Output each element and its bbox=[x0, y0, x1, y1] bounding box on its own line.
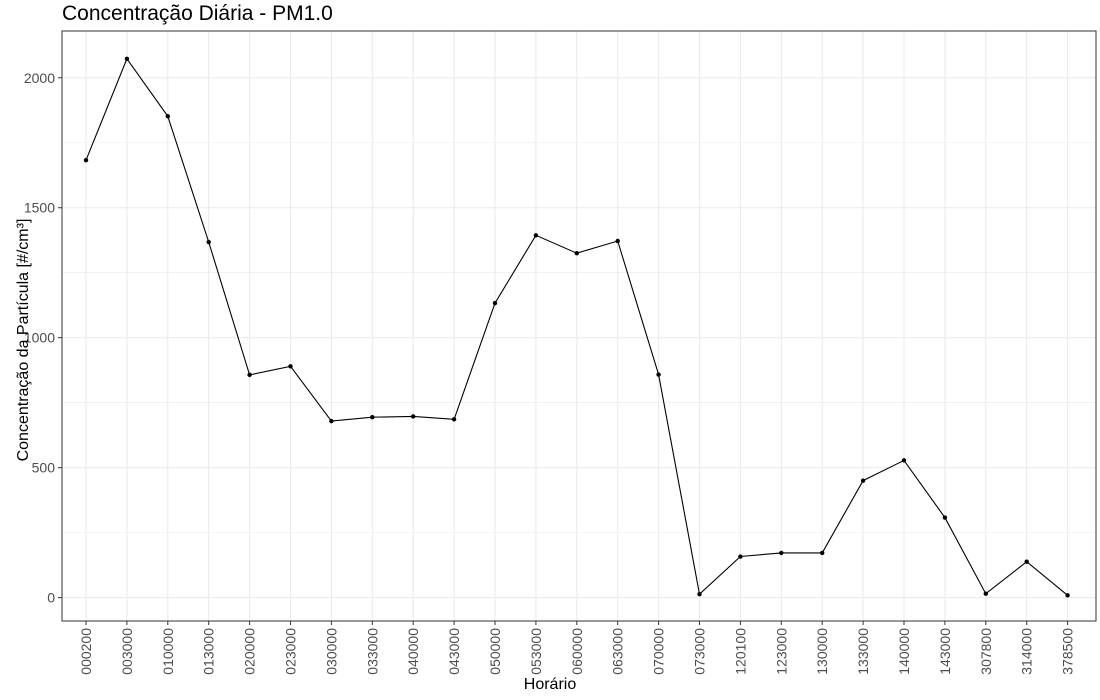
data-point bbox=[697, 592, 702, 597]
x-tick-label: 000200 bbox=[78, 628, 94, 675]
x-tick-label: 123000 bbox=[773, 628, 789, 675]
y-axis-label: Concentração da Partícula [#/cm³] bbox=[15, 218, 32, 462]
x-tick-label: 378500 bbox=[1060, 628, 1076, 675]
y-tick-label: 2000 bbox=[24, 70, 55, 86]
x-tick-label: 120100 bbox=[732, 628, 748, 675]
x-tick-label: 030000 bbox=[323, 628, 339, 675]
x-tick-label: 003000 bbox=[119, 628, 135, 675]
data-point bbox=[329, 418, 334, 424]
data-point bbox=[533, 233, 539, 238]
data-point bbox=[983, 591, 988, 596]
x-tick-label: 133000 bbox=[855, 628, 871, 675]
data-point bbox=[574, 251, 579, 256]
data-point bbox=[165, 114, 170, 119]
x-tick-label: 073000 bbox=[692, 628, 708, 675]
x-tick-label: 314000 bbox=[1019, 628, 1035, 675]
data-point bbox=[288, 364, 293, 369]
data-point bbox=[1065, 593, 1070, 598]
data-point bbox=[451, 417, 457, 422]
data-point bbox=[411, 414, 416, 419]
data-point bbox=[738, 554, 743, 559]
x-tick-label: 053000 bbox=[528, 628, 544, 675]
data-point bbox=[370, 415, 375, 420]
x-tick-label: 063000 bbox=[610, 628, 626, 675]
panel-border bbox=[61, 30, 1097, 622]
data-point bbox=[1024, 559, 1029, 564]
x-tick-label: 020000 bbox=[242, 628, 258, 675]
chart-title: Concentração Diária - PM1.0 bbox=[62, 2, 333, 25]
data-point bbox=[779, 550, 784, 556]
x-tick-label: 033000 bbox=[364, 628, 380, 675]
x-tick-label: 143000 bbox=[937, 628, 953, 675]
data-point bbox=[820, 550, 825, 556]
y-tick-label: 500 bbox=[32, 460, 56, 476]
x-tick-label: 043000 bbox=[446, 628, 462, 675]
data-point bbox=[124, 56, 130, 62]
data-point bbox=[860, 478, 866, 483]
data-point bbox=[492, 300, 498, 306]
x-tick-label: 013000 bbox=[201, 628, 217, 675]
x-tick-label: 040000 bbox=[405, 628, 421, 675]
data-point bbox=[656, 372, 661, 377]
x-tick-label: 130000 bbox=[814, 628, 830, 675]
y-tick-label: 1000 bbox=[24, 330, 55, 346]
x-tick-label: 023000 bbox=[283, 628, 299, 675]
data-point bbox=[942, 515, 948, 520]
x-tick-label: 140000 bbox=[896, 628, 912, 675]
data-point bbox=[615, 238, 620, 244]
x-tick-label: 050000 bbox=[487, 628, 503, 675]
y-tick-label: 1500 bbox=[24, 200, 55, 216]
x-axis-label: Horário bbox=[523, 676, 577, 693]
x-tick-label: 070000 bbox=[651, 628, 667, 675]
data-point bbox=[247, 372, 252, 378]
data-point bbox=[901, 458, 907, 463]
x-tick-label: 307800 bbox=[978, 628, 994, 675]
x-tick-label: 060000 bbox=[569, 628, 585, 675]
data-point bbox=[83, 157, 89, 163]
x-tick-label: 010000 bbox=[160, 628, 176, 675]
y-tick-label: 0 bbox=[47, 590, 55, 606]
data-point bbox=[206, 239, 211, 245]
